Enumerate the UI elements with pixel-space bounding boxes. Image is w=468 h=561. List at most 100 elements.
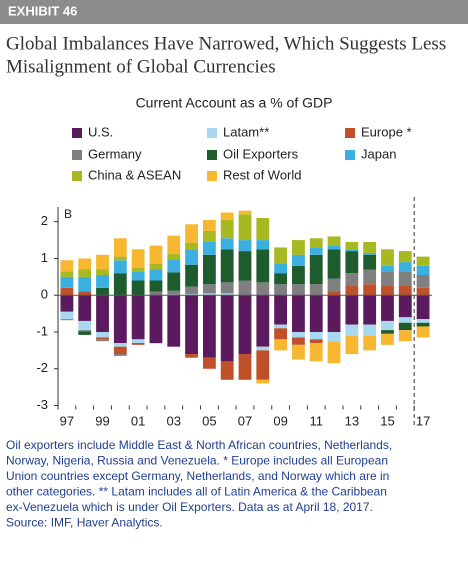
bar-segment [60,276,74,288]
bar-segment [96,295,109,332]
bar-segment [238,240,252,252]
bar-segment [131,267,145,272]
legend-label: Oil Exporters [223,146,299,161]
bar-segment [60,311,74,320]
bar-segment [381,271,394,287]
bar-segment [309,343,323,362]
bar-segment [345,295,359,325]
bar-segment [78,295,92,321]
bar-segment [363,269,377,285]
legend-label: U.S. [88,124,113,139]
bar-segment [398,262,412,272]
legend-label: Japan [361,146,396,161]
bar-segment [167,254,181,260]
annotation: B [64,207,72,221]
bar-segment [238,251,252,281]
bar-segment [309,238,323,248]
bar-segment [96,337,109,340]
bar-segment [292,240,305,255]
bar-segment [113,354,127,356]
bar-segment [398,330,412,342]
bar-segment [185,294,198,296]
bar-segment [363,335,377,351]
bar-segment [149,343,163,344]
bar-segment [309,331,323,340]
footnote: Union countries except Germany, Netherla… [6,469,389,483]
bar-segment [60,287,74,296]
bar-segment [381,320,394,331]
bar-segment [381,265,394,272]
bar-segment [149,280,163,292]
bar-segment [238,354,252,380]
x-tick-label: 11 [309,413,323,428]
footnote: Source: IMF, Haver Analytics. [6,516,163,530]
bar-segment [363,252,377,255]
x-tick-label: 01 [131,413,145,428]
bar-segment [202,284,216,294]
bar-segment [327,236,341,246]
bar-segment [381,333,394,345]
bar-segment [220,293,234,296]
x-tick-label: 17 [416,413,430,428]
bar-segment [256,295,270,347]
bar-segment [113,260,127,274]
bar-segment [416,275,430,288]
bar-segment [96,254,109,270]
bar-segment [292,265,305,285]
bar-segment [327,331,341,342]
bar-segment [202,254,216,285]
bar-segment [131,249,145,268]
bar-segment [60,271,74,277]
chart-title: Current Account as a % of GDP [136,95,333,111]
bar-segment [309,284,323,296]
bar-segment [238,214,252,241]
bar-segment [202,295,216,358]
legend-label: Germany [88,146,142,161]
bar-segment [309,295,323,332]
bar-segment [292,337,305,345]
bar-segment [309,254,323,285]
bar-segment [185,286,198,295]
bar-segment [292,254,305,266]
bar-segment [274,328,288,340]
bar-segment [96,339,109,342]
legend-label: China & ASEAN [88,167,181,182]
bar-segment [185,224,198,243]
bar-segment [345,241,359,250]
x-tick-label: 09 [273,413,287,428]
bar-segment [381,330,394,334]
bar-segment [113,273,127,296]
legend-swatch [207,128,217,138]
bar-segment [381,295,394,321]
bar-segment [398,317,412,323]
bar-segment [363,241,377,253]
bar-segment [220,219,234,239]
bar-segment [274,263,288,274]
bar-segment [416,287,430,296]
bar-segment [292,331,305,338]
legend-swatch [72,171,82,181]
bar-segment [60,260,74,272]
bar-segment [292,344,305,360]
bar-segment [185,295,198,355]
bar-segment [113,295,127,344]
legend-swatch [207,150,217,160]
bar-segment [167,290,181,295]
bar-segment [256,346,270,351]
bar-segment [220,238,234,250]
bar-segment [327,295,341,332]
bar-segment [416,326,430,338]
bar-segment [398,295,412,318]
bar-segment [309,339,323,344]
bar-segment [398,286,412,296]
bar-segment [220,295,234,362]
bar-segment [363,324,377,336]
bar-segment [149,269,163,281]
bar-segment [238,210,252,215]
bar-segment [363,295,377,325]
legend-swatch [345,150,355,160]
bar-segment [274,339,288,351]
bar-segment [60,295,74,312]
bar-segment [113,256,127,261]
